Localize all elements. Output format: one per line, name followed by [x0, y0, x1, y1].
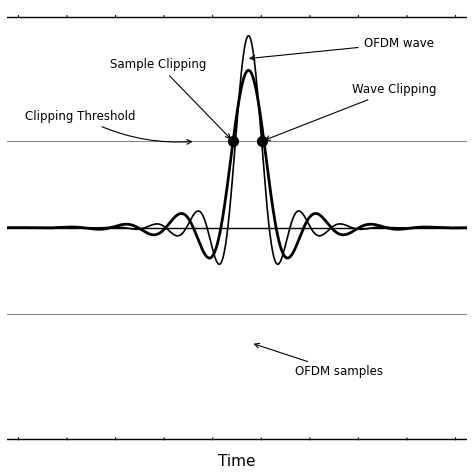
Point	[258, 137, 265, 145]
Text: Time: Time	[218, 455, 256, 469]
Text: Wave Clipping: Wave Clipping	[265, 83, 437, 140]
Text: Sample Clipping: Sample Clipping	[110, 58, 230, 138]
Text: Clipping Threshold: Clipping Threshold	[25, 110, 191, 144]
Point	[229, 137, 237, 145]
Text: OFDM samples: OFDM samples	[255, 343, 383, 378]
Text: OFDM wave: OFDM wave	[250, 37, 434, 60]
